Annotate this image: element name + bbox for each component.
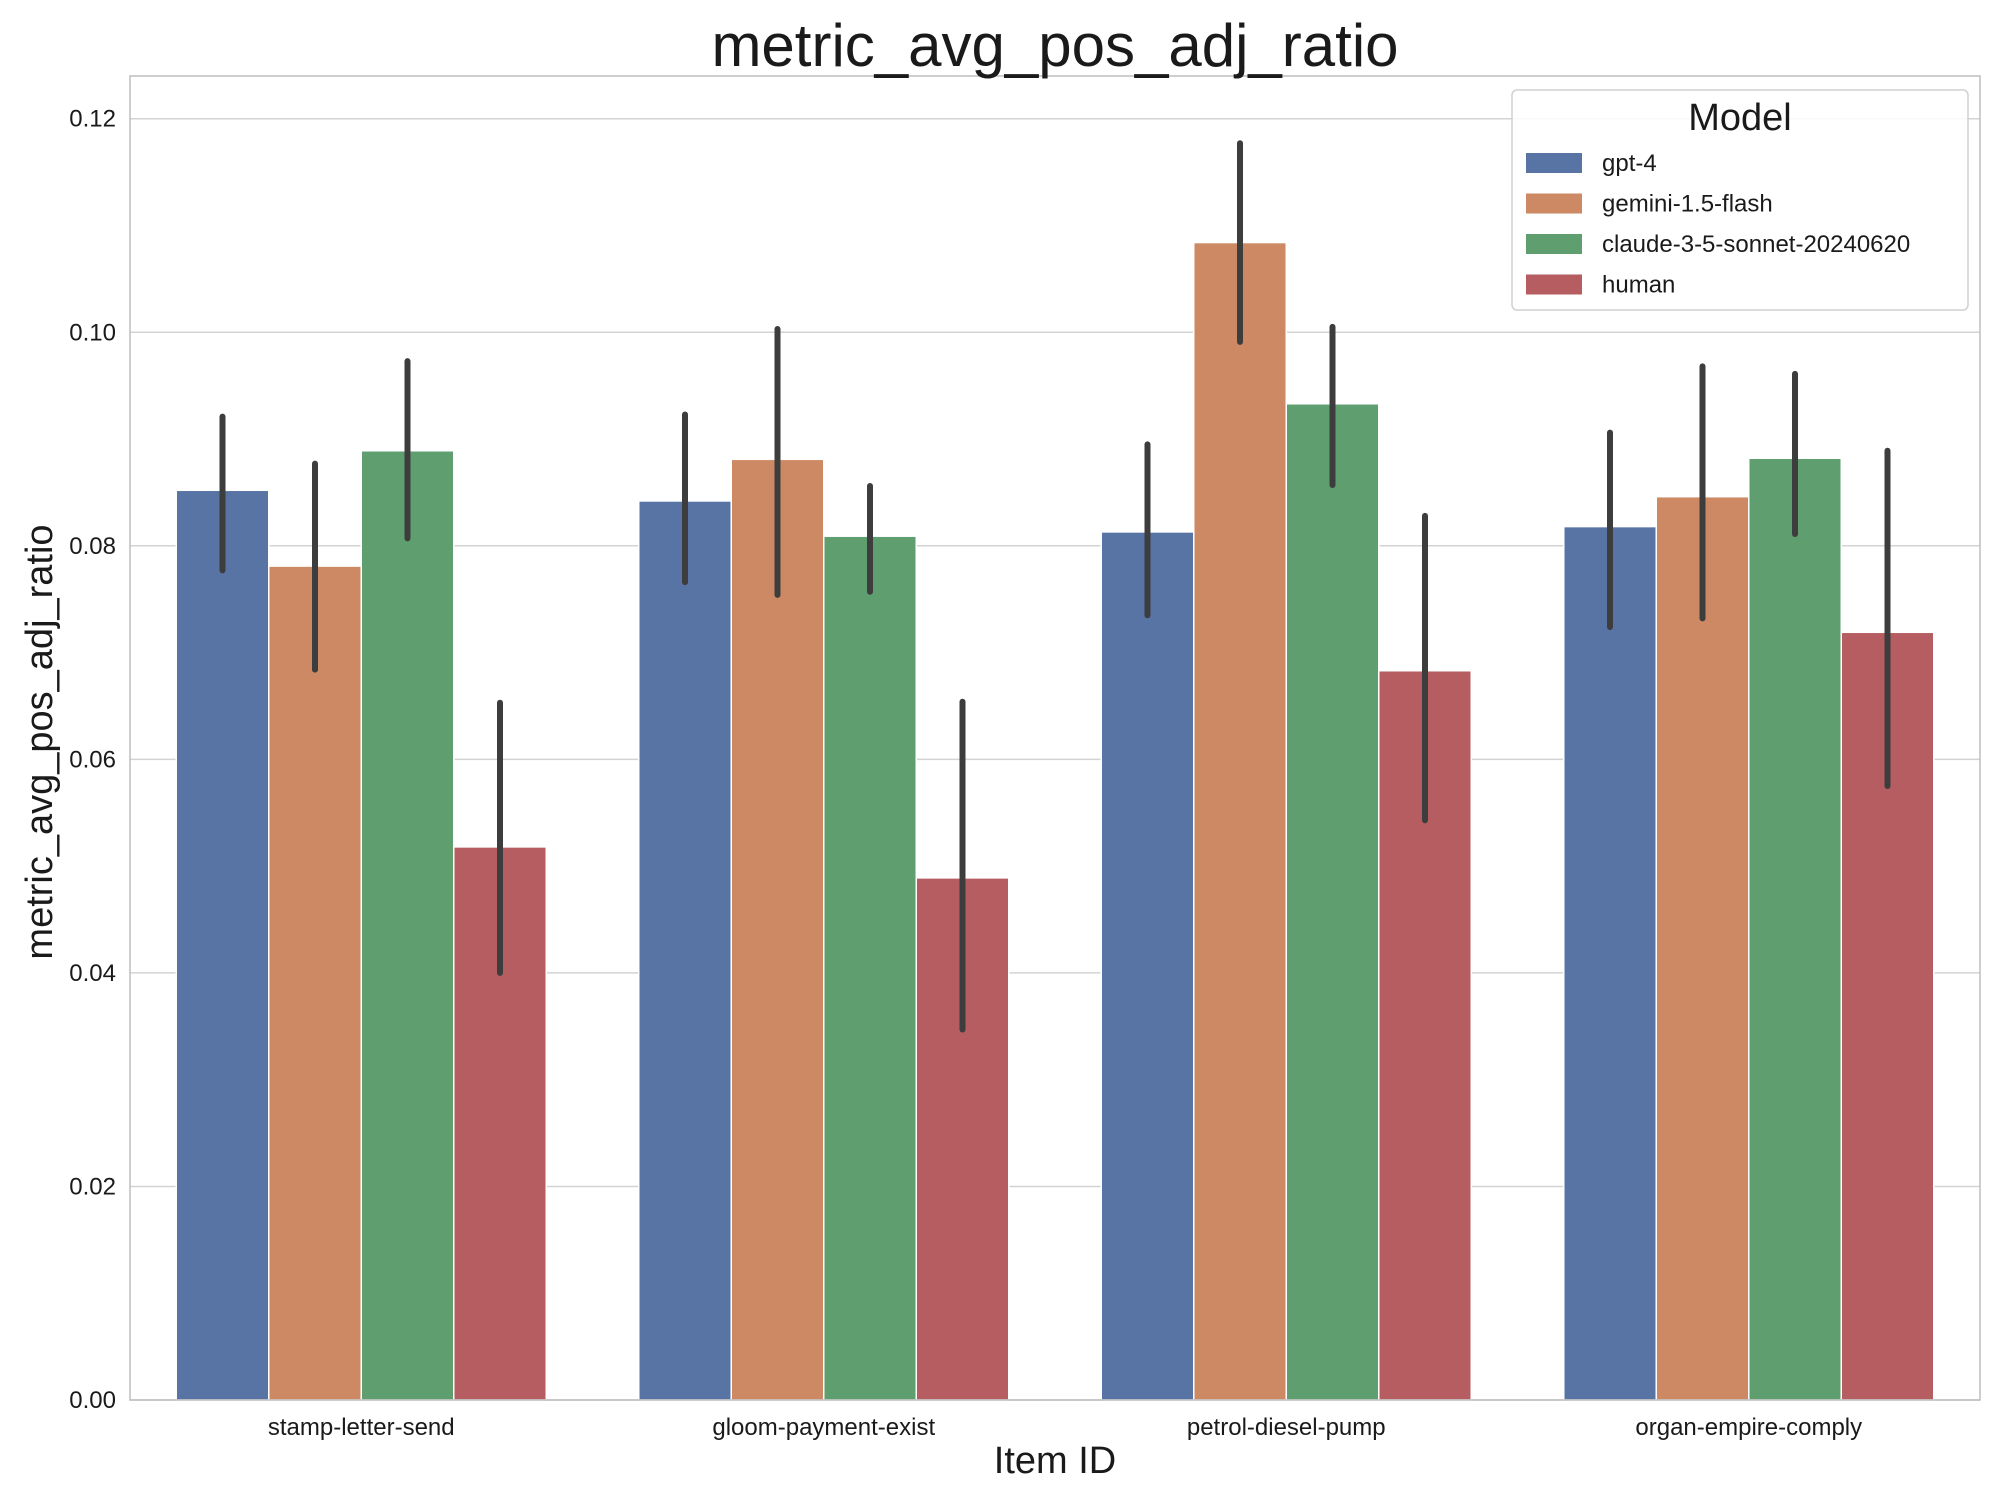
bars-layer xyxy=(175,241,1935,1401)
y-tick-label: 0.08 xyxy=(69,533,116,560)
chart-title: metric_avg_pos_adj_ratio xyxy=(711,12,1398,79)
plot-frame xyxy=(129,75,1981,1401)
legend-swatch-human xyxy=(1526,274,1582,295)
y-tick-label: 0.04 xyxy=(69,960,116,987)
bar-claude-3-5-sonnet-20240620-organ-empire-comply xyxy=(1748,457,1842,1401)
legend: Model gpt-4 gemini-1.5-flash claude-3-5-so… xyxy=(1511,89,1969,311)
x-tick-label: gloom-payment-exist xyxy=(712,1414,935,1441)
y-tick-label: 0.12 xyxy=(69,106,116,133)
y-tick-label: 0.10 xyxy=(69,319,116,346)
bar-gpt-4-organ-empire-comply xyxy=(1563,525,1657,1401)
legend-frame xyxy=(1511,89,1969,311)
y-tick-label: 0.00 xyxy=(69,1387,116,1414)
bar-claude-3-5-sonnet-20240620-gloom-payment-exist xyxy=(823,535,917,1401)
legend-swatch-gpt-4 xyxy=(1526,153,1582,173)
x-tick-label: organ-empire-comply xyxy=(1635,1414,1862,1441)
bar-claude-3-5-sonnet-20240620-stamp-letter-send xyxy=(360,450,455,1401)
legend-label-human: human xyxy=(1602,272,1675,299)
legend-swatch-claude-3-5-sonnet-20240620 xyxy=(1526,234,1582,254)
legend-label-gemini-1.5-flash: gemini-1.5-flash xyxy=(1602,191,1773,218)
legend-swatch-gemini-1.5-flash xyxy=(1526,193,1582,214)
legend-title: Model xyxy=(1688,97,1792,139)
legend-label-gpt-4: gpt-4 xyxy=(1602,150,1657,177)
y-tick-label: 0.06 xyxy=(69,746,116,773)
y-axis-label: metric_avg_pos_adj_ratio xyxy=(19,524,61,959)
x-tick-label: petrol-diesel-pump xyxy=(1187,1414,1386,1441)
bar-gpt-4-gloom-payment-exist xyxy=(638,500,732,1401)
bar-gemini-1.5-flash-organ-empire-comply xyxy=(1655,495,1750,1401)
error-bars-layer xyxy=(219,140,1891,1033)
bar-gemini-1.5-flash-stamp-letter-send xyxy=(268,565,362,1401)
bar-gpt-4-petrol-diesel-pump xyxy=(1100,531,1195,1401)
bar-gemini-1.5-flash-petrol-diesel-pump xyxy=(1193,241,1287,1401)
x-axis-label: Item ID xyxy=(994,1440,1116,1482)
legend-items: gpt-4 gemini-1.5-flash claude-3-5-sonnet-2… xyxy=(1526,150,1910,299)
legend-label-claude-3-5-sonnet-20240620: claude-3-5-sonnet-20240620 xyxy=(1602,231,1910,258)
bar-gemini-1.5-flash-gloom-payment-exist xyxy=(730,458,825,1401)
x-tick-label: stamp-letter-send xyxy=(268,1414,455,1441)
bar-claude-3-5-sonnet-20240620-petrol-diesel-pump xyxy=(1285,403,1380,1401)
axis-layer: 0.00 0.02 0.04 0.06 0.08 0.10 0.12 stamp-letter… xyxy=(69,75,1981,1441)
y-tick-label: 0.02 xyxy=(69,1173,116,1200)
bar-gpt-4-stamp-letter-send xyxy=(175,489,270,1401)
